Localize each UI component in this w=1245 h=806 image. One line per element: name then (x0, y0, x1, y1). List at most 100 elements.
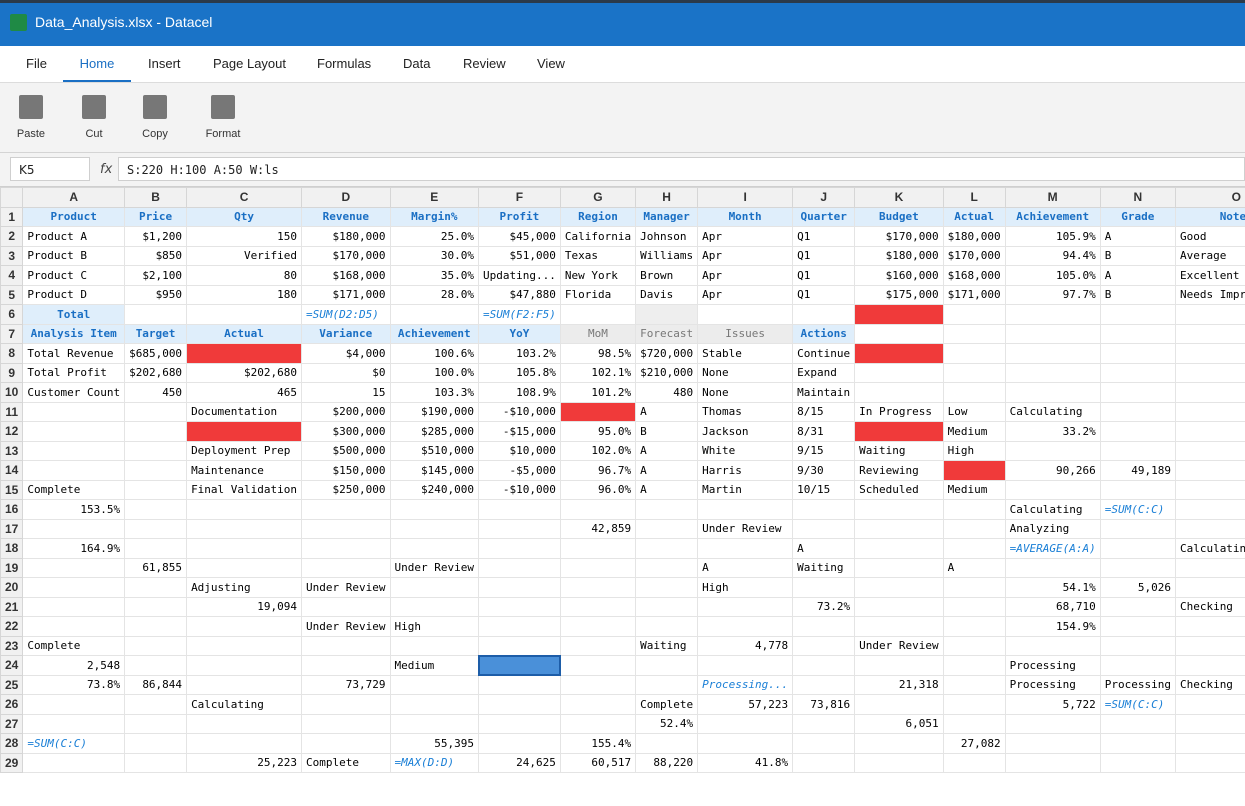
tab-page-layout[interactable]: Page Layout (213, 56, 287, 71)
cell-f1[interactable]: Profit (478, 206, 561, 227)
cell-o24[interactable] (1174, 655, 1245, 676)
cell-m7[interactable] (1004, 323, 1101, 344)
cell-h11[interactable]: A (635, 401, 699, 422)
cell-b29[interactable] (124, 752, 188, 773)
cell-o2[interactable]: Good (1174, 226, 1245, 247)
cell-n13[interactable] (1099, 440, 1176, 461)
cell-i27[interactable] (697, 713, 794, 734)
column-header-n[interactable]: N (1099, 187, 1176, 208)
cell-e7[interactable]: Achievement (389, 323, 480, 344)
row-header[interactable]: 25 (0, 674, 24, 695)
cell-n25[interactable]: Processing (1099, 674, 1176, 695)
cell-d26[interactable] (301, 694, 391, 715)
cell-h1[interactable]: Manager (635, 206, 699, 227)
cell-l1[interactable]: Actual (942, 206, 1006, 227)
cell-g8[interactable]: 98.5% (559, 343, 637, 364)
cell-h26[interactable]: Complete (635, 694, 699, 715)
cell-f21[interactable] (478, 596, 561, 617)
cell-j8[interactable]: Continue (792, 343, 856, 364)
cell-n17[interactable] (1099, 518, 1176, 539)
cell-a22[interactable] (22, 616, 126, 637)
cell-j5[interactable]: Q1 (792, 284, 856, 305)
column-header-g[interactable]: G (559, 187, 637, 208)
cell-f10[interactable]: 108.9% (478, 382, 561, 403)
cell-f13[interactable]: $10,000 (478, 440, 561, 461)
cell-c12[interactable] (186, 421, 303, 442)
cell-c10[interactable]: 465 (186, 382, 303, 403)
cell-i7[interactable]: Issues (697, 323, 794, 344)
cell-l11[interactable]: Low (942, 401, 1006, 422)
cell-f2[interactable]: $45,000 (478, 226, 561, 247)
cell-f29[interactable]: 24,625 (478, 752, 561, 773)
cell-k14[interactable]: Reviewing (854, 460, 944, 481)
cell-j20[interactable] (792, 577, 856, 598)
cell-f9[interactable]: 105.8% (478, 362, 561, 383)
cell-g24[interactable] (559, 655, 637, 676)
cell-m14[interactable]: 90,266 (1004, 460, 1101, 481)
cell-o23[interactable] (1174, 635, 1245, 656)
cell-a5[interactable]: Product D (22, 284, 126, 305)
cell-b3[interactable]: $850 (124, 245, 188, 266)
cell-j16[interactable] (792, 499, 856, 520)
cell-a24[interactable]: 2,548 (22, 655, 126, 676)
cell-e19[interactable]: Under Review (389, 557, 480, 578)
cell-g12[interactable]: 95.0% (559, 421, 637, 442)
cell-i23[interactable]: 4,778 (697, 635, 794, 656)
cell-i4[interactable]: Apr (697, 265, 794, 286)
cell-b20[interactable] (124, 577, 188, 598)
cell-e20[interactable] (389, 577, 480, 598)
cell-m10[interactable] (1004, 382, 1101, 403)
cut-button[interactable]: Cut (69, 95, 119, 140)
cell-e10[interactable]: 103.3% (389, 382, 480, 403)
cell-f6[interactable]: =SUM(F2:F5) (478, 304, 561, 325)
cell-i28[interactable] (697, 733, 794, 754)
cell-k20[interactable] (854, 577, 944, 598)
cell-d17[interactable] (301, 518, 391, 539)
cell-n1[interactable]: Grade (1099, 206, 1176, 227)
cell-b1[interactable]: Price (124, 206, 188, 227)
row-header[interactable]: 9 (0, 362, 24, 383)
cell-f18[interactable] (478, 538, 561, 559)
tab-data[interactable]: Data (403, 56, 431, 71)
cell-j27[interactable] (792, 713, 856, 734)
cell-g11[interactable] (559, 401, 637, 422)
row-header[interactable]: 16 (0, 499, 24, 520)
cell-k25[interactable]: 21,318 (854, 674, 944, 695)
cell-l27[interactable] (942, 713, 1006, 734)
cell-b5[interactable]: $950 (124, 284, 188, 305)
cell-b15[interactable] (124, 479, 188, 500)
cell-c9[interactable]: $202,680 (186, 362, 303, 383)
row-header[interactable]: 6 (0, 304, 24, 325)
cell-e24[interactable]: Medium (389, 655, 480, 676)
cell-c15[interactable]: Final Validation (186, 479, 303, 500)
cell-l28[interactable]: 27,082 (942, 733, 1006, 754)
cell-d4[interactable]: $168,000 (301, 265, 391, 286)
cell-g20[interactable] (559, 577, 637, 598)
cell-b21[interactable] (124, 596, 188, 617)
cell-k28[interactable] (854, 733, 944, 754)
cell-i19[interactable]: A (697, 557, 794, 578)
cell-j26[interactable]: 73,816 (792, 694, 856, 715)
row-header[interactable]: 21 (0, 596, 24, 617)
cell-g3[interactable]: Texas (559, 245, 637, 266)
cell-o17[interactable]: 3 (1174, 518, 1245, 539)
cell-i2[interactable]: Apr (697, 226, 794, 247)
cell-o13[interactable]: 6 (1174, 440, 1245, 461)
cell-i25[interactable]: Processing... (697, 674, 794, 695)
cell-n9[interactable] (1099, 362, 1176, 383)
cell-g16[interactable] (559, 499, 637, 520)
cell-i13[interactable]: White (697, 440, 794, 461)
cell-o27[interactable]: 6 (1174, 713, 1245, 734)
row-header[interactable]: 23 (0, 635, 24, 656)
cell-a6[interactable]: Total (22, 304, 126, 325)
cell-g6[interactable] (559, 304, 637, 325)
cell-a29[interactable] (22, 752, 126, 773)
cell-e2[interactable]: 25.0% (389, 226, 480, 247)
cell-h25[interactable] (635, 674, 699, 695)
cell-k21[interactable] (854, 596, 944, 617)
cell-h9[interactable]: $210,000 (635, 362, 699, 383)
cell-j6[interactable] (792, 304, 856, 325)
cell-m21[interactable]: 68,710 (1004, 596, 1101, 617)
cell-i24[interactable] (697, 655, 794, 676)
formula-input[interactable]: S:220 H:100 A:50 W:ls (118, 157, 1245, 181)
